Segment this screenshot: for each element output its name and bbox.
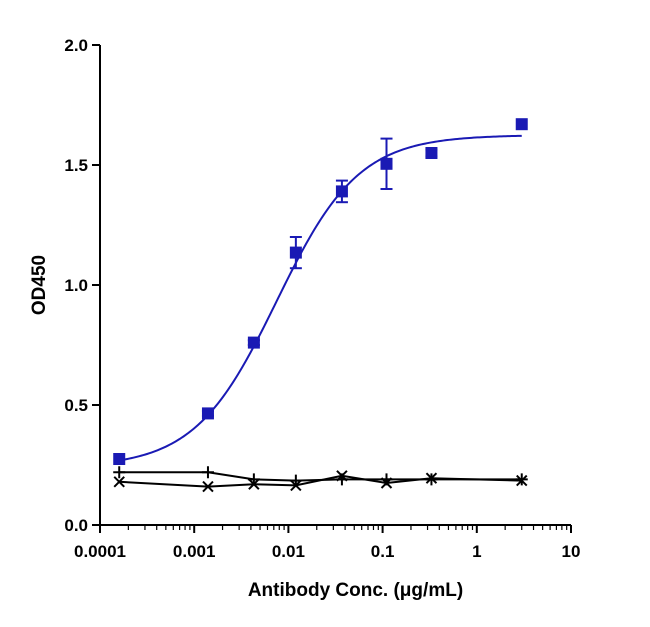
data-point bbox=[380, 477, 393, 489]
data-point bbox=[202, 480, 214, 493]
y-axis-title: OD450 bbox=[29, 255, 50, 315]
data-point bbox=[336, 470, 348, 482]
line-series-3 bbox=[119, 474, 522, 488]
data-point bbox=[201, 407, 214, 420]
data-point bbox=[425, 472, 438, 484]
data-point bbox=[380, 157, 393, 170]
axes bbox=[99, 45, 571, 526]
data-point bbox=[425, 147, 438, 159]
y-tick-label: 1.5 bbox=[64, 156, 88, 175]
y-tick-label: 0.5 bbox=[64, 396, 88, 415]
data-point bbox=[201, 466, 214, 479]
x-tick-label: 10 bbox=[562, 542, 581, 561]
data-point bbox=[113, 453, 126, 465]
x-tick-label: 1 bbox=[472, 542, 481, 561]
series-2 bbox=[113, 466, 528, 487]
data-point bbox=[515, 118, 528, 131]
y-tick-label: 2.0 bbox=[64, 36, 88, 55]
data-point bbox=[290, 479, 302, 492]
data-point bbox=[248, 478, 260, 490]
data-point bbox=[516, 474, 528, 487]
y-tick-label: 1.0 bbox=[64, 276, 88, 295]
data-point bbox=[113, 466, 126, 479]
x-axis-title: Antibody Conc. (μg/mL) bbox=[248, 580, 463, 601]
x-tick-label: 0.0001 bbox=[74, 542, 126, 561]
x-tick-label: 0.001 bbox=[173, 542, 216, 561]
data-point bbox=[335, 185, 348, 198]
data-point bbox=[289, 246, 302, 259]
data-point bbox=[113, 476, 125, 488]
series-layer bbox=[113, 118, 528, 493]
series-3 bbox=[113, 470, 528, 493]
series-1 bbox=[113, 118, 528, 465]
x-tick-label: 0.01 bbox=[272, 542, 305, 561]
x-tick-label: 0.1 bbox=[371, 542, 395, 561]
fit-curve-series-1 bbox=[119, 134, 522, 462]
ticks: 0.0 0.5 1.0 1.5 2.0 0.0001 0.001 0.01 0.1 1 10 bbox=[64, 36, 580, 561]
data-point bbox=[247, 336, 260, 349]
y-tick-label: 0.0 bbox=[64, 516, 88, 535]
